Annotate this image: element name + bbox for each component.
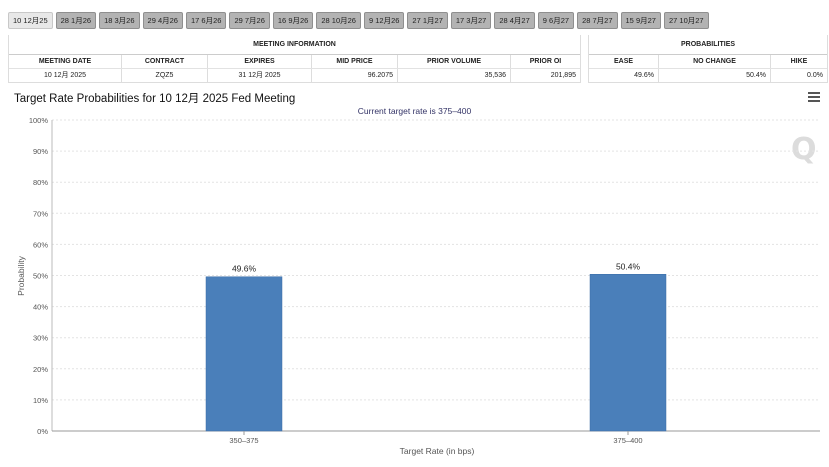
meeting-information-table: MEETING INFORMATION MEETING DATE CONTRAC… bbox=[8, 35, 581, 83]
header-contract: CONTRACT bbox=[122, 55, 208, 68]
bar bbox=[589, 274, 667, 432]
prior-oi-value: 201,895 bbox=[550, 72, 576, 79]
no-change-value: 50.4% bbox=[659, 69, 771, 83]
meeting-information-title: MEETING INFORMATION bbox=[9, 35, 580, 55]
probabilities-row: 49.6% 50.4% 0.0% bbox=[589, 69, 827, 83]
probabilities-title: PROBABILITIES bbox=[589, 35, 827, 55]
y-tick-label: 20% bbox=[33, 365, 48, 374]
meeting-tab[interactable]: 17 3月27 bbox=[450, 12, 492, 29]
header-mid-price: MID PRICE bbox=[312, 55, 398, 68]
meeting-tab[interactable]: 28 10月26 bbox=[316, 12, 361, 29]
x-tick-label: 375–400 bbox=[613, 436, 642, 445]
expires-value: 31 12月 2025 bbox=[208, 69, 312, 83]
x-tick-label: 350–375 bbox=[229, 436, 258, 445]
y-tick-label: 40% bbox=[33, 303, 48, 312]
meeting-tab[interactable]: 28 4月27 bbox=[494, 12, 535, 29]
meeting-information-row: 10 12月 2025 ZQZ5 31 12月 2025 96.2075 35,… bbox=[9, 69, 580, 83]
header-no-change: NO CHANGE bbox=[659, 55, 771, 68]
contract-value: ZQZ5 bbox=[122, 69, 208, 83]
bar bbox=[205, 276, 283, 432]
y-tick-label: 80% bbox=[33, 178, 48, 187]
meeting-tab[interactable]: 28 1月26 bbox=[55, 12, 97, 29]
header-expires: EXPIRES bbox=[208, 55, 312, 68]
hike-value: 0.0% bbox=[807, 72, 823, 79]
probabilities-header-row: EASE NO CHANGE HIKE bbox=[589, 55, 827, 69]
y-tick-label: 100% bbox=[29, 116, 49, 125]
y-tick-label: 10% bbox=[33, 396, 48, 405]
meeting-tab[interactable]: 9 12月26 bbox=[363, 12, 405, 29]
header-prior-volume: PRIOR VOLUME bbox=[398, 55, 511, 68]
chart-title: Target Rate Probabilities for 10 12月 202… bbox=[14, 93, 296, 105]
y-axis-title: Probability bbox=[16, 255, 26, 295]
meeting-tab[interactable]: 9 6月27 bbox=[537, 12, 575, 29]
meeting-tab[interactable]: 17 6月26 bbox=[185, 12, 227, 29]
header-ease: EASE bbox=[589, 55, 659, 68]
y-tick-label: 90% bbox=[33, 147, 48, 156]
meeting-tabs: 10 12月25 28 1月26 18 3月26 29 4月26 17 6月26 29 7… bbox=[8, 12, 709, 29]
meeting-tab[interactable]: 27 10月27 bbox=[663, 12, 709, 29]
meeting-information-header-row: MEETING DATE CONTRACT EXPIRES MID PRICE … bbox=[9, 55, 580, 69]
meeting-date-value: 10 12月 2025 bbox=[9, 69, 122, 83]
meeting-tab[interactable]: 27 1月27 bbox=[407, 12, 448, 29]
y-tick-label: 30% bbox=[33, 334, 48, 343]
meeting-tab[interactable]: 10 12月25 bbox=[8, 12, 53, 29]
data-label: 49.6% bbox=[232, 264, 257, 274]
data-label: 50.4% bbox=[616, 261, 641, 271]
hamburger-menu-icon[interactable] bbox=[808, 92, 820, 102]
prior-volume-value: 35,536 bbox=[398, 69, 511, 83]
y-tick-label: 60% bbox=[33, 240, 48, 249]
y-tick-label: 0% bbox=[37, 427, 48, 436]
header-meeting-date: MEETING DATE bbox=[9, 55, 122, 68]
meeting-tab[interactable]: 28 7月27 bbox=[577, 12, 618, 29]
x-axis-title: Target Rate (in bps) bbox=[400, 446, 475, 456]
header-hike: HIKE bbox=[790, 58, 808, 65]
meeting-tab[interactable]: 18 3月26 bbox=[99, 12, 140, 29]
y-tick-label: 50% bbox=[33, 272, 48, 281]
y-tick-label: 70% bbox=[33, 209, 48, 218]
watermark-logo: Q bbox=[791, 132, 817, 167]
meeting-tab[interactable]: 16 9月26 bbox=[272, 12, 314, 29]
header-prior-oi: PRIOR OI bbox=[529, 58, 562, 65]
mid-price-value: 96.2075 bbox=[312, 69, 398, 83]
probabilities-table: PROBABILITIES EASE NO CHANGE HIKE 49.6% … bbox=[588, 35, 828, 83]
ease-value: 49.6% bbox=[589, 69, 659, 83]
meeting-tab[interactable]: 29 4月26 bbox=[142, 12, 183, 29]
chart-subtitle: Current target rate is 375–400 bbox=[357, 106, 472, 116]
meeting-tab[interactable]: 15 9月27 bbox=[620, 12, 661, 29]
meeting-tab[interactable]: 29 7月26 bbox=[229, 12, 270, 29]
